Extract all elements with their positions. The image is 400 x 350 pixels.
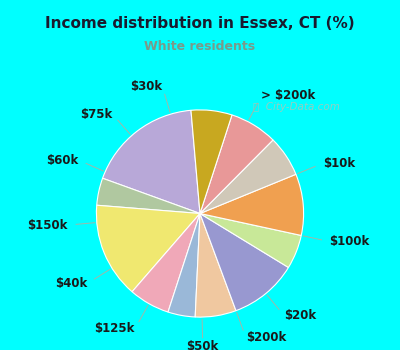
Text: Income distribution in Essex, CT (%): Income distribution in Essex, CT (%) bbox=[45, 16, 355, 31]
Text: $125k: $125k bbox=[94, 322, 135, 335]
Wedge shape bbox=[168, 214, 200, 317]
Wedge shape bbox=[97, 178, 200, 214]
Text: > $200k: > $200k bbox=[261, 90, 316, 103]
Text: $200k: $200k bbox=[246, 331, 286, 344]
Wedge shape bbox=[132, 214, 200, 312]
Text: $100k: $100k bbox=[330, 235, 370, 248]
Text: $10k: $10k bbox=[323, 157, 355, 170]
Wedge shape bbox=[191, 110, 232, 214]
Wedge shape bbox=[200, 214, 301, 267]
Wedge shape bbox=[200, 174, 304, 236]
Text: $60k: $60k bbox=[46, 154, 78, 167]
Text: $30k: $30k bbox=[130, 80, 162, 93]
Text: ⓘ  City-Data.com: ⓘ City-Data.com bbox=[252, 102, 340, 112]
Wedge shape bbox=[200, 115, 273, 214]
Text: White residents: White residents bbox=[144, 40, 256, 53]
Text: $50k: $50k bbox=[186, 340, 219, 350]
Wedge shape bbox=[200, 140, 296, 214]
Wedge shape bbox=[200, 214, 288, 311]
Text: $150k: $150k bbox=[28, 218, 68, 232]
Text: $75k: $75k bbox=[80, 107, 112, 120]
Text: $20k: $20k bbox=[284, 309, 316, 322]
Wedge shape bbox=[195, 214, 236, 317]
Text: $40k: $40k bbox=[55, 277, 87, 290]
Wedge shape bbox=[96, 205, 200, 292]
Wedge shape bbox=[102, 110, 200, 214]
